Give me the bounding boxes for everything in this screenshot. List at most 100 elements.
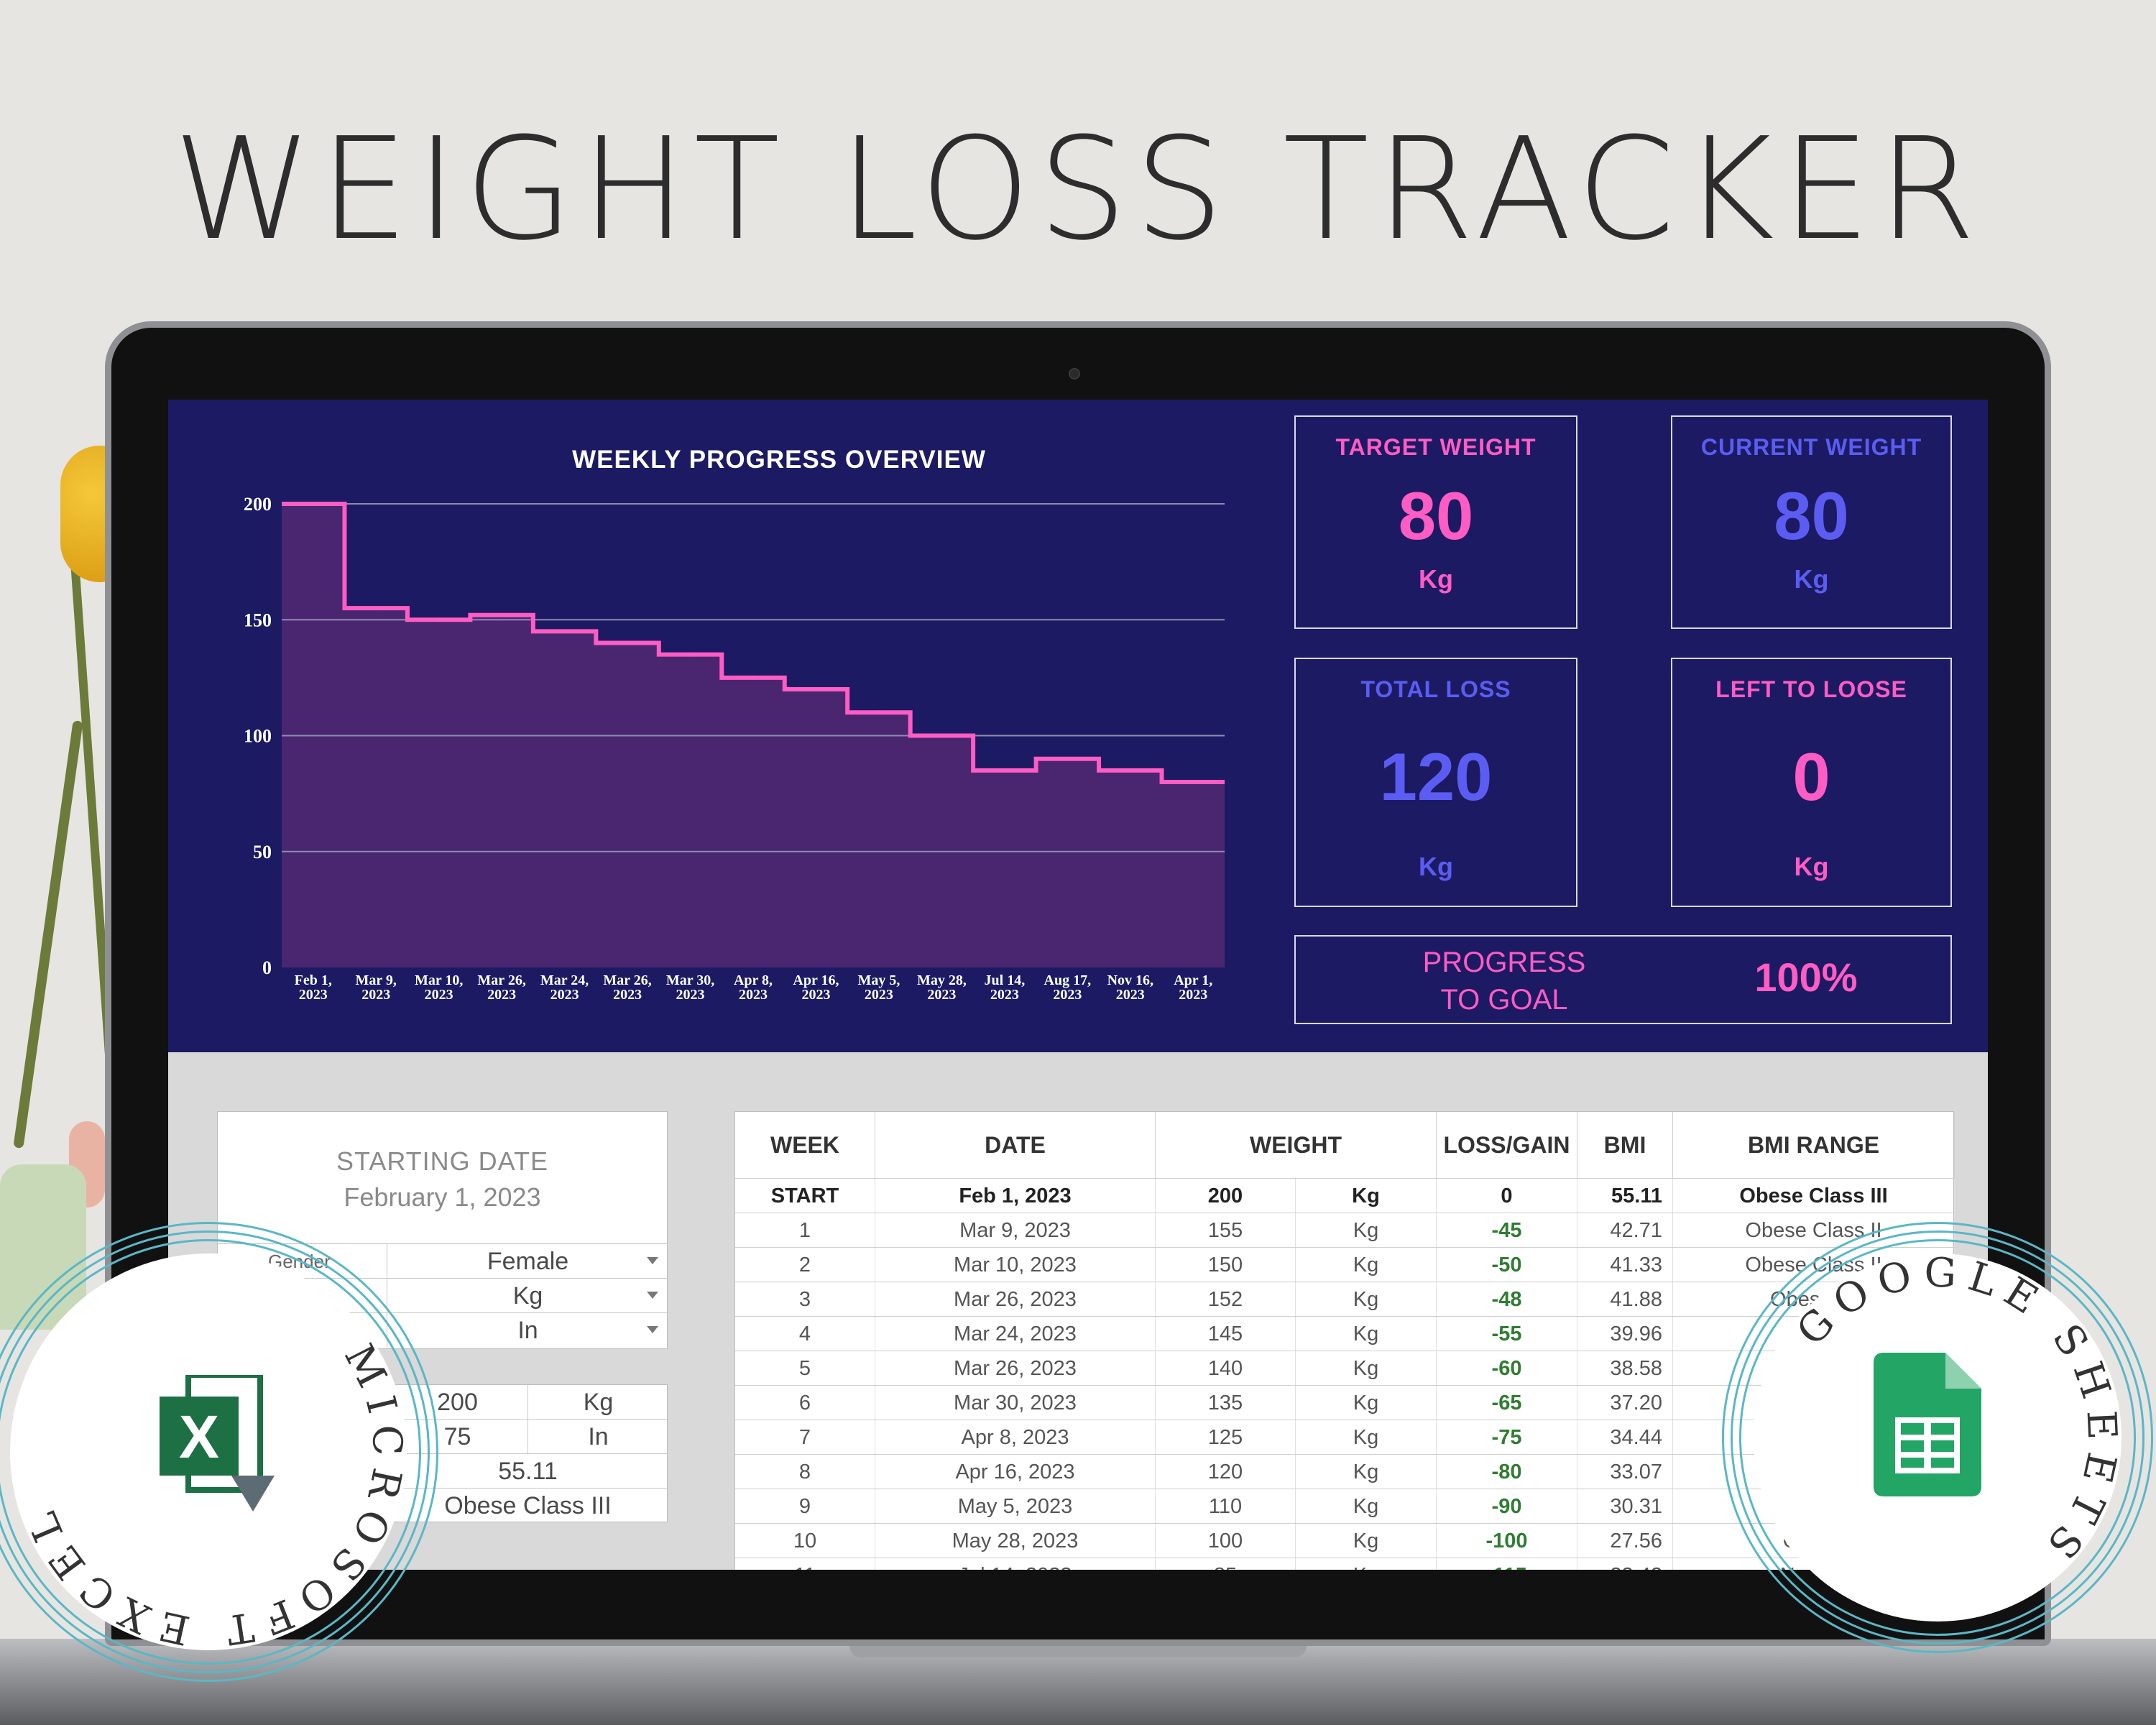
x-tick-label: Aug 17, 2023 <box>1044 972 1092 1003</box>
current-weight-unit: Kg <box>1794 564 1829 594</box>
table-cell-weight[interactable]: 135 <box>1156 1386 1296 1420</box>
table-cell-weight[interactable]: 85 <box>1156 1558 1296 1570</box>
table-cell-week: 6 <box>735 1386 875 1420</box>
bmi-row: 55.11 <box>218 1454 668 1489</box>
table-cell-weight[interactable]: 100 <box>1156 1524 1296 1558</box>
x-tick-label: Mar 26, 2023 <box>603 972 651 1003</box>
table-cell-date[interactable]: Mar 10, 2023 <box>875 1248 1156 1282</box>
chevron-down-icon[interactable] <box>647 1257 658 1264</box>
table-cell-unit: Kg <box>1296 1213 1437 1248</box>
table-cell-weight[interactable]: 120 <box>1156 1455 1296 1489</box>
table-cell-unit: Kg <box>1296 1455 1437 1489</box>
total-loss-value: 120 <box>1379 739 1493 814</box>
target-weight-label: TARGET WEIGHT <box>1335 434 1537 460</box>
table-cell-loss: 0 <box>1437 1179 1577 1213</box>
table-cell-date[interactable]: Feb 1, 2023 <box>875 1179 1156 1213</box>
x-tick-label: Jul 14, 2023 <box>985 972 1026 1003</box>
height-unit-select[interactable]: In <box>387 1313 668 1348</box>
table-cell-weight[interactable]: 152 <box>1156 1282 1296 1317</box>
chevron-down-icon[interactable] <box>647 1326 658 1333</box>
table-cell-date[interactable]: May 28, 2023 <box>875 1524 1156 1558</box>
left-to-loose-unit: Kg <box>1794 852 1829 881</box>
table-cell-unit: Kg <box>1296 1386 1437 1420</box>
table-cell-weight[interactable]: 145 <box>1156 1317 1296 1351</box>
table-cell-loss: -60 <box>1437 1351 1577 1386</box>
table-cell-bmi: 37.20 <box>1577 1386 1673 1420</box>
table-cell-date[interactable]: Mar 9, 2023 <box>875 1213 1156 1248</box>
table-cell-weight[interactable]: 140 <box>1156 1351 1296 1386</box>
table-cell-bmi: 27.56 <box>1577 1524 1673 1558</box>
table-cell-weight[interactable]: 155 <box>1156 1213 1296 1248</box>
table-cell-unit: Kg <box>1296 1524 1437 1558</box>
table-cell-bmi: 33.07 <box>1577 1455 1673 1489</box>
data-point <box>1128 768 1133 773</box>
data-point <box>1065 756 1070 761</box>
table-cell-bmi: 41.88 <box>1577 1282 1673 1317</box>
y-tick-label: 50 <box>253 842 272 862</box>
chevron-down-icon[interactable] <box>647 1292 658 1299</box>
table-cell-loss: -55 <box>1437 1317 1577 1351</box>
table-cell-weight[interactable]: 125 <box>1156 1420 1296 1455</box>
excel-download-icon: X <box>160 1375 275 1512</box>
starting-weight-unit: Kg <box>528 1385 668 1420</box>
table-cell-week: 8 <box>735 1455 875 1489</box>
table-cell-week: 10 <box>735 1524 875 1558</box>
table-cell-date[interactable]: Jul 14, 2023 <box>875 1558 1156 1570</box>
table-cell-date[interactable]: Mar 24, 2023 <box>875 1317 1156 1351</box>
table-cell-bmi: 34.44 <box>1577 1420 1673 1455</box>
table-cell-date[interactable]: Apr 16, 2023 <box>875 1455 1156 1489</box>
weekly-log-table: WEEK DATE WEIGHT LOSS/GAIN BMI BMI RANGE START… <box>734 1111 1955 1570</box>
data-point <box>1191 780 1196 784</box>
current-weight-label: CURRENT WEIGHT <box>1700 434 1922 460</box>
table-cell-bmi: 41.33 <box>1577 1248 1673 1282</box>
x-tick-label: Mar 24, 2023 <box>540 972 589 1003</box>
weight-unit-select[interactable]: Kg <box>387 1279 668 1313</box>
total-loss-label: TOTAL LOSS <box>1360 676 1511 702</box>
table-header: WEEK <box>735 1112 875 1178</box>
dashboard-panel: 0 50 100 150 200 Feb 1, 2023 Mar 9, 2023 Mar 10, 2… <box>168 400 1988 1052</box>
table-cell-loss: -75 <box>1437 1420 1577 1455</box>
data-point <box>374 606 379 611</box>
table-start-row: START Feb 1, 2023 200 Kg 0 55.11 Obese Class I… <box>735 1178 1955 1213</box>
badge-ring <box>1722 1222 2153 1653</box>
target-weight-card: TARGET WEIGHT 80 Kg <box>1294 415 1577 629</box>
height-unit: In <box>528 1420 668 1454</box>
table-cell-loss: -80 <box>1437 1455 1577 1489</box>
badge-ring <box>0 1222 438 1682</box>
data-point <box>436 617 441 622</box>
table-cell-bmi: 39.96 <box>1577 1317 1673 1351</box>
table-cell-date[interactable]: Mar 26, 2023 <box>875 1282 1156 1317</box>
camera-icon <box>1069 368 1080 380</box>
table-cell-week: 11 <box>735 1558 875 1570</box>
table-cell-loss: -45 <box>1437 1213 1577 1248</box>
table-cell-week: 9 <box>735 1489 875 1524</box>
table-cell-date[interactable]: Apr 8, 2023 <box>875 1420 1156 1455</box>
table-cell-unit: Kg <box>1296 1489 1437 1524</box>
x-tick-label: Feb 1, 2023 <box>295 972 332 1003</box>
table-cell-date[interactable]: May 5, 2023 <box>875 1489 1156 1524</box>
chart-title: WEEKLY PROGRESS OVERVIEW <box>572 446 986 474</box>
table-cell-week: 3 <box>735 1282 875 1317</box>
table-cell-week: 4 <box>735 1317 875 1351</box>
badge-ring <box>1739 1239 2136 1636</box>
table-cell-date[interactable]: Mar 30, 2023 <box>875 1386 1156 1420</box>
starting-date-value[interactable]: February 1, 2023 <box>344 1182 541 1212</box>
badge-ring <box>1731 1230 2145 1644</box>
table-cell-weight[interactable]: 150 <box>1156 1248 1296 1282</box>
table-cell-weight[interactable]: 110 <box>1156 1489 1296 1524</box>
table-cell-date[interactable]: Mar 26, 2023 <box>875 1351 1156 1386</box>
x-tick-label: Apr 1, 2023 <box>1174 972 1212 1003</box>
badge-ring <box>0 1239 421 1665</box>
starting-weight-row: 200 Kg <box>218 1385 668 1420</box>
progress-to-goal-card: PROGRESS TO GOAL 100% <box>1294 935 1952 1024</box>
y-tick-label: 200 <box>244 494 272 515</box>
page-title: WEIGHT LOSS TRACKER <box>172 108 1984 272</box>
x-tick-label: Nov 16, 2023 <box>1107 972 1153 1003</box>
gender-select[interactable]: Female <box>387 1244 668 1279</box>
table-cell-weight[interactable]: 200 <box>1156 1179 1296 1213</box>
table-header: WEIGHT <box>1156 1112 1437 1178</box>
table-cell-bmi: 23.42 <box>1577 1558 1673 1570</box>
data-point <box>939 733 944 738</box>
bmi-range-value: Obese Class III <box>387 1489 668 1523</box>
